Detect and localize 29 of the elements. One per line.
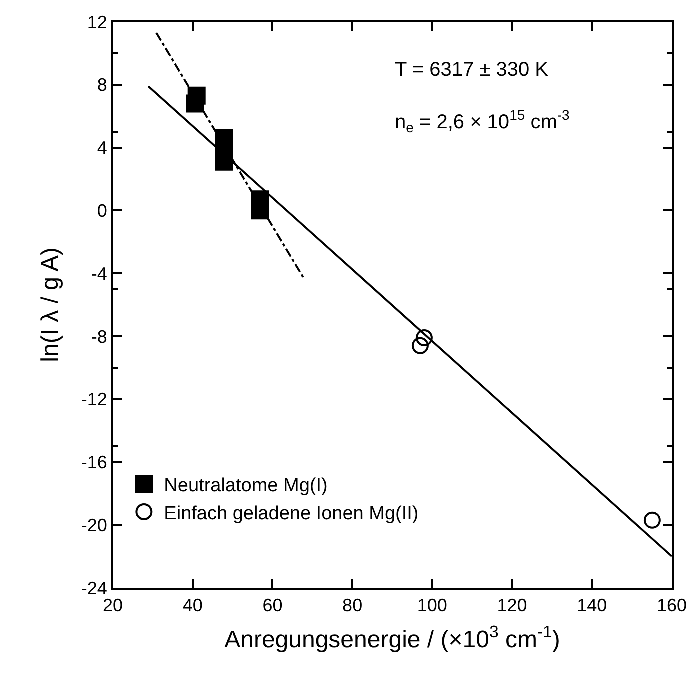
point	[412, 337, 429, 354]
x-tick-label: 100	[417, 596, 448, 616]
x-tick-label: 60	[262, 596, 283, 616]
y-tick-label: -24	[81, 578, 108, 598]
x-tick-label: 160	[656, 596, 688, 616]
annotation: n$_{e}$ = 2,6 × 10$^{15}$ cm$^{-3}$	[395, 107, 570, 136]
y-tick-label: -12	[81, 390, 108, 410]
y-tick-label: 8	[97, 75, 108, 96]
point	[186, 94, 204, 113]
x-tick-label: 20	[102, 596, 124, 616]
x-tick-label: 80	[342, 596, 363, 616]
point	[251, 202, 270, 220]
point	[644, 512, 661, 529]
x-tick-label: 40	[182, 596, 203, 616]
x-tick-label: 120	[497, 596, 528, 616]
x-tick-label: 140	[577, 596, 608, 616]
y-tick-label: 0	[97, 200, 108, 221]
y-axis-title: ln(I λ / g A)	[36, 248, 64, 362]
point	[416, 330, 433, 347]
y-tick-label: 12	[87, 12, 108, 32]
y-tick-label: -16	[81, 452, 108, 473]
legend-label: Einfach geladene Ionen Mg(II)	[164, 503, 419, 524]
legend-label: Neutralatome Mg(I)	[164, 476, 328, 497]
annotation: T = 6317 ± 330 K	[395, 59, 550, 81]
y-tick-label: -8	[91, 326, 108, 347]
y-tick-label: 4	[97, 138, 108, 158]
y-tick-label: -20	[81, 515, 108, 536]
y-tick-label: -4	[91, 264, 108, 284]
x-axis-title: Anregungsenergie / (×10$^{3}$ cm$^{-1}$)	[224, 622, 560, 654]
